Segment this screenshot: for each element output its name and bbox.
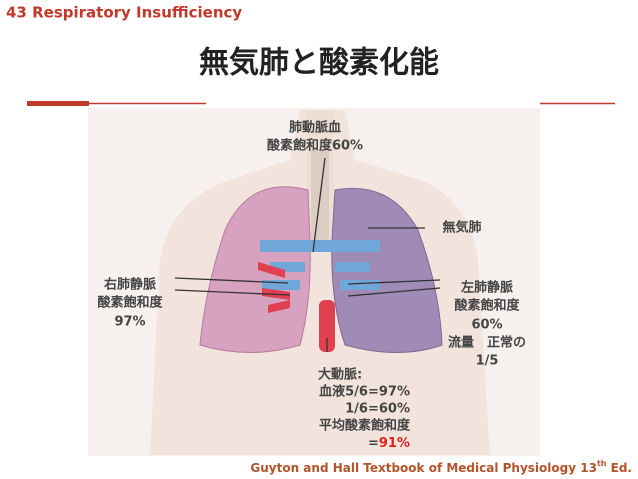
citation-suffix: Ed. (606, 461, 632, 475)
label: 酸素飽和度 (454, 298, 520, 314)
pointer (347, 279, 441, 285)
label: 血液5/6=97% (319, 384, 410, 400)
label: 酸素飽和度 (97, 295, 163, 311)
label: =91% (368, 436, 410, 451)
label: 流量 正常の (448, 335, 526, 351)
title-rule-thick (27, 101, 89, 106)
label: 肺動脈血 (289, 120, 341, 136)
label: 酸素飽和度60% (267, 138, 363, 154)
label: 1/5 (476, 354, 499, 369)
slide-title: 無気肺と酸素化能 (199, 46, 439, 81)
label: 97% (114, 315, 145, 330)
citation-text: Guyton and Hall Textbook of Medical Phys… (250, 461, 597, 475)
label: 無気肺 (442, 220, 481, 236)
citation-sup: th (597, 459, 607, 468)
label: 60% (471, 318, 502, 333)
topic: 43 Respiratory Insufficiency (6, 4, 242, 22)
highlight-value: 91% (379, 436, 410, 451)
pointer (174, 277, 289, 284)
label: = (368, 436, 379, 451)
citation: Guyton and Hall Textbook of Medical Phys… (250, 459, 632, 475)
label: 右肺静脈 (103, 277, 156, 293)
label: 左肺静脈 (461, 280, 513, 296)
label: 大動脈: (318, 367, 362, 383)
label: 1/6=60% (345, 402, 410, 417)
label: 平均酸素飽和度 (319, 418, 411, 434)
illustration (88, 108, 540, 456)
pointer (174, 289, 291, 296)
pointer (347, 287, 441, 297)
pointer (312, 157, 326, 253)
